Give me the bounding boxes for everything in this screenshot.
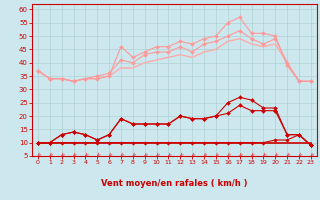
X-axis label: Vent moyen/en rafales ( km/h ): Vent moyen/en rafales ( km/h )	[101, 179, 248, 188]
